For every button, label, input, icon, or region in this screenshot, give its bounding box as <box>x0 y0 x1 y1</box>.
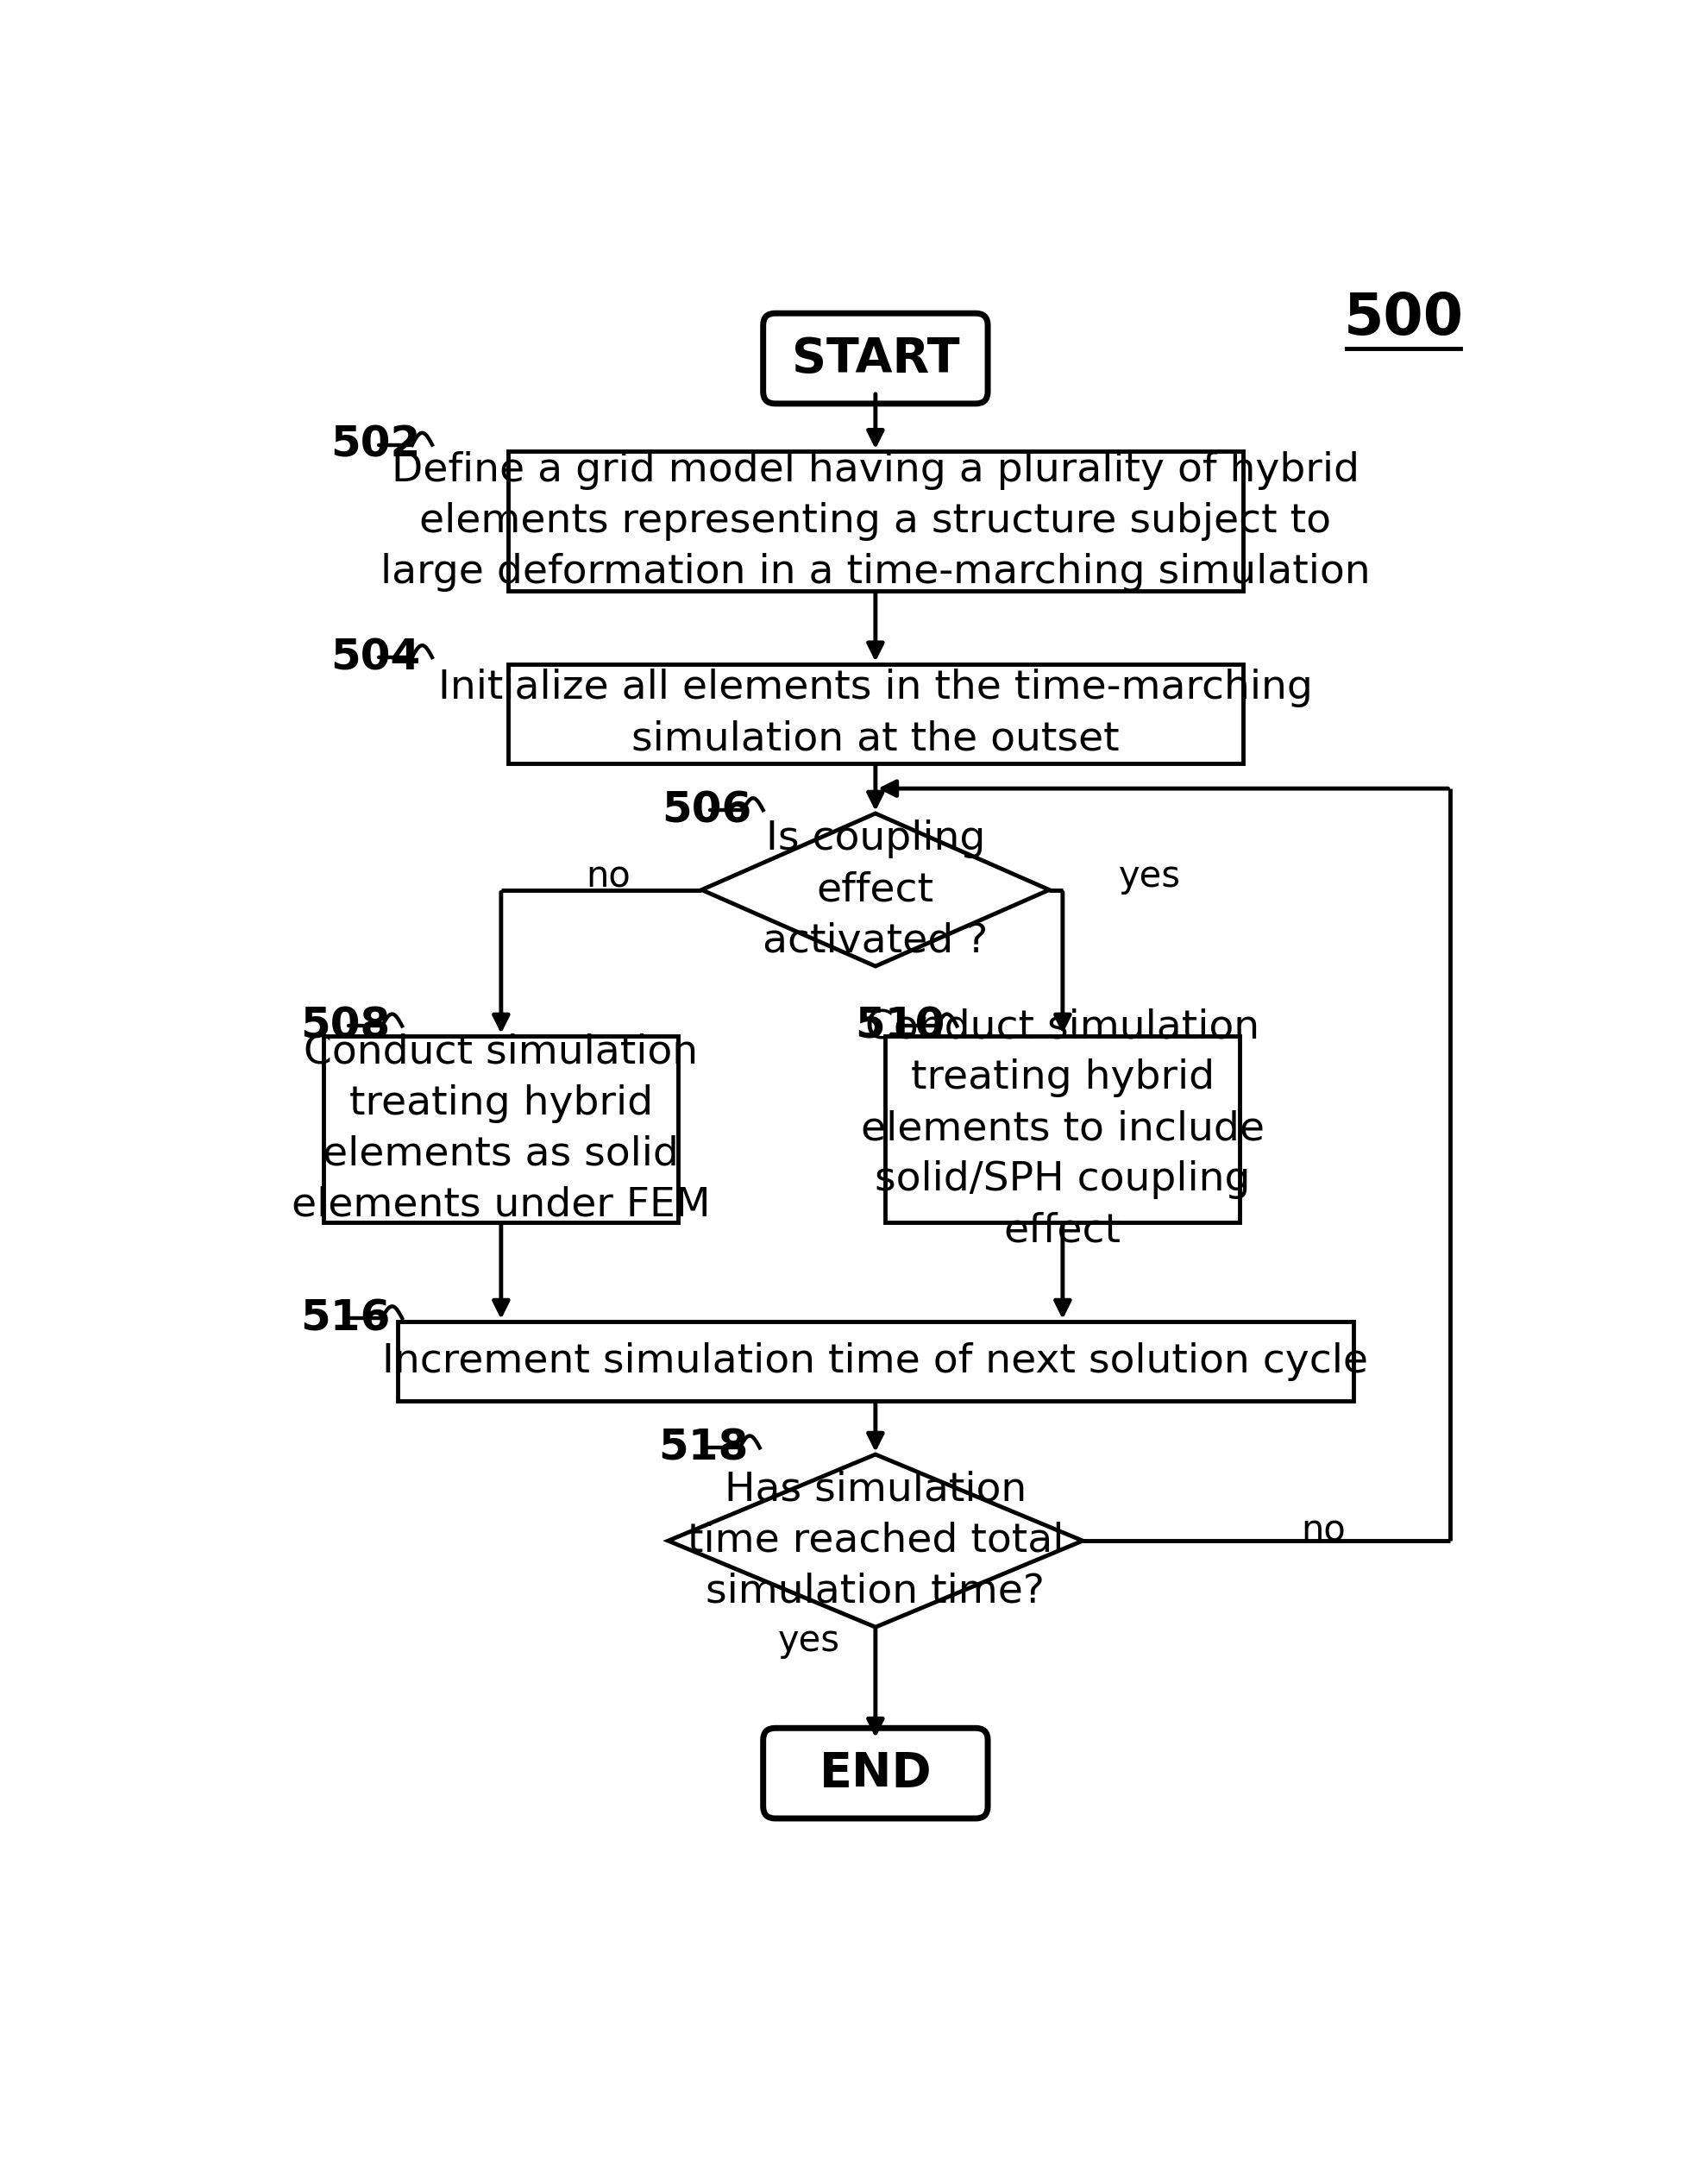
Text: yes: yes <box>1119 859 1180 896</box>
FancyBboxPatch shape <box>763 1728 987 1819</box>
Text: Has simulation
time reached total
simulation time?: Has simulation time reached total simula… <box>687 1471 1062 1610</box>
Text: Is coupling
effect
activated ?: Is coupling effect activated ? <box>762 819 987 961</box>
Text: START: START <box>791 336 958 381</box>
Text: 516: 516 <box>301 1297 391 1338</box>
Text: no: no <box>586 859 630 896</box>
Text: 510: 510 <box>856 1005 945 1046</box>
Polygon shape <box>702 813 1049 965</box>
Bar <box>398 1323 1353 1401</box>
Text: Conduct simulation
treating hybrid
elements to include
solid/SPH coupling
effect: Conduct simulation treating hybrid eleme… <box>861 1007 1264 1251</box>
Bar <box>507 451 1242 591</box>
Bar <box>325 1035 678 1222</box>
Text: Define a grid model having a plurality of hybrid
elements representing a structu: Define a grid model having a plurality o… <box>381 451 1370 591</box>
Text: Initialize all elements in the time-marching
simulation at the outset: Initialize all elements in the time-marc… <box>437 669 1312 758</box>
Text: Increment simulation time of next solution cycle: Increment simulation time of next soluti… <box>383 1342 1368 1381</box>
Text: 518: 518 <box>658 1427 748 1469</box>
Text: 502: 502 <box>330 425 420 466</box>
Text: 500: 500 <box>1342 290 1462 346</box>
Text: 506: 506 <box>661 789 752 830</box>
FancyBboxPatch shape <box>763 314 987 403</box>
Text: yes: yes <box>777 1623 839 1658</box>
Text: END: END <box>818 1750 931 1795</box>
Polygon shape <box>668 1453 1083 1628</box>
Text: 504: 504 <box>330 636 420 678</box>
Text: no: no <box>1300 1512 1344 1549</box>
Bar <box>885 1035 1240 1222</box>
Bar <box>507 665 1242 763</box>
Text: Conduct simulation
treating hybrid
elements as solid
elements under FEM: Conduct simulation treating hybrid eleme… <box>292 1033 711 1225</box>
Text: 508: 508 <box>301 1005 389 1046</box>
